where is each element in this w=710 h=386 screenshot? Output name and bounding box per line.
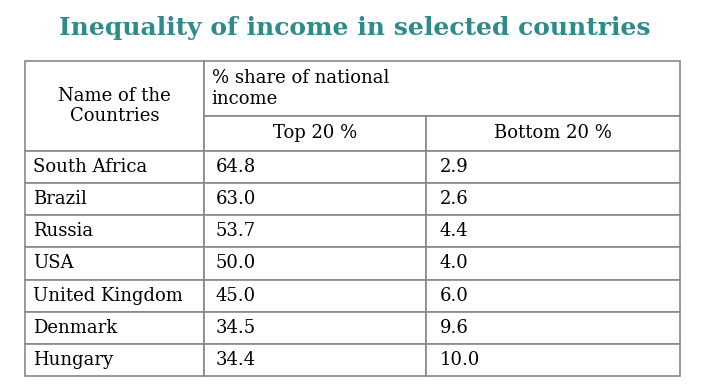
Text: 45.0: 45.0 (216, 287, 256, 305)
Text: 4.4: 4.4 (439, 222, 469, 240)
Text: 34.4: 34.4 (216, 351, 256, 369)
Bar (204, 312, 425, 344)
Bar (26, 279, 204, 312)
Bar (425, 279, 680, 312)
Text: 4.0: 4.0 (439, 254, 469, 273)
Bar (425, 344, 680, 376)
Bar (26, 344, 204, 376)
Text: Name of the
Countries: Name of the Countries (58, 86, 171, 125)
Text: 10.0: 10.0 (439, 351, 480, 369)
Bar (204, 344, 425, 376)
Text: 2.6: 2.6 (439, 190, 469, 208)
Bar (204, 215, 425, 247)
Text: USA: USA (33, 254, 74, 273)
Text: % share of national
income: % share of national income (212, 69, 389, 108)
Bar (26, 247, 204, 279)
Text: 53.7: 53.7 (216, 222, 256, 240)
Bar (425, 247, 680, 279)
Text: Bottom 20 %: Bottom 20 % (494, 125, 612, 142)
Text: Inequality of income in selected countries: Inequality of income in selected countri… (59, 16, 651, 40)
Bar (204, 61, 680, 116)
Bar (425, 215, 680, 247)
Text: Hungary: Hungary (33, 351, 113, 369)
Text: 50.0: 50.0 (216, 254, 256, 273)
Text: Brazil: Brazil (33, 190, 87, 208)
Text: 6.0: 6.0 (439, 287, 469, 305)
Bar (204, 183, 425, 215)
Text: Top 20 %: Top 20 % (273, 125, 357, 142)
Bar (425, 312, 680, 344)
Bar (204, 279, 425, 312)
Bar (204, 247, 425, 279)
Bar (26, 312, 204, 344)
Bar (26, 183, 204, 215)
Text: United Kingdom: United Kingdom (33, 287, 182, 305)
Bar (26, 151, 204, 183)
Text: Denmark: Denmark (33, 319, 117, 337)
Text: 9.6: 9.6 (439, 319, 469, 337)
Bar (204, 151, 425, 183)
Text: 63.0: 63.0 (216, 190, 256, 208)
Bar (204, 116, 425, 151)
Bar (26, 215, 204, 247)
Bar (425, 183, 680, 215)
Text: Russia: Russia (33, 222, 93, 240)
Bar (26, 61, 204, 151)
Text: 34.5: 34.5 (216, 319, 256, 337)
Text: 64.8: 64.8 (216, 158, 256, 176)
Bar (425, 151, 680, 183)
Text: 2.9: 2.9 (439, 158, 469, 176)
Text: South Africa: South Africa (33, 158, 147, 176)
Bar (425, 116, 680, 151)
